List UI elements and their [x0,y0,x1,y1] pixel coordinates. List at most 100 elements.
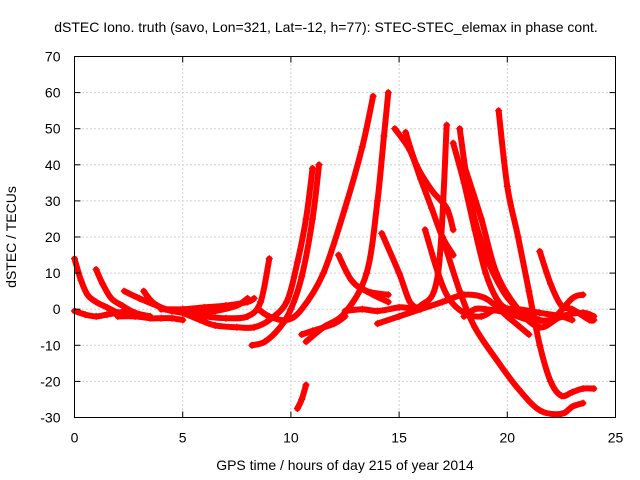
x-tick-label: 0 [71,430,79,446]
data-point-marker [287,305,295,313]
data-point-marker [103,311,111,319]
data-point-marker [77,276,85,284]
data-point-marker [557,410,565,418]
data-point-marker [568,403,576,411]
data-point-marker [525,330,533,338]
data-point-marker [590,385,598,393]
data-point-marker [460,312,468,320]
data-point-marker [103,303,111,311]
y-tick-label: 40 [45,157,61,173]
data-point-marker [568,316,576,324]
data-point-marker [443,121,451,129]
y-tick-label: 30 [45,193,61,209]
data-point-marker [244,312,252,320]
data-point-marker [406,298,414,306]
data-point-marker [135,294,143,302]
data-point-marker [244,298,252,306]
x-tick-label: 25 [608,430,624,446]
series-24-track [495,107,597,400]
x-tick-label: 15 [391,430,407,446]
data-point-marker [358,143,366,151]
data-point-marker [131,312,139,320]
x-tick-label: 5 [179,430,187,446]
data-point-marker [482,294,490,302]
y-tick-label: 20 [45,229,61,245]
chart-title: dSTEC Iono. truth (savo, Lon=321, Lat=-1… [54,19,598,35]
data-point-marker [568,309,576,317]
data-point-marker [302,338,310,346]
data-point-marker [514,233,522,241]
data-point-marker [579,291,587,299]
data-point-marker [525,287,533,295]
data-point-marker [302,381,310,389]
data-point-marker [391,125,399,133]
data-point-marker [373,197,381,205]
y-axis-label: dSTEC / TECUs [3,186,19,288]
data-point-marker [378,229,386,237]
data-point-marker [402,128,410,136]
data-point-marker [265,255,273,263]
data-point-marker [363,269,371,277]
data-point-marker [536,406,544,414]
data-point-marker [157,305,165,313]
data-point-marker [233,323,241,331]
data-point-marker [356,284,364,292]
data-point-marker [200,303,208,311]
data-point-marker [421,226,429,234]
data-point-marker [395,303,403,311]
series-layer [71,89,598,418]
data-point-marker [443,204,451,212]
data-point-marker [309,164,317,172]
data-point-marker [118,302,126,310]
data-point-marker [179,316,187,324]
data-point-marker [341,204,349,212]
y-tick-label: 60 [45,85,61,101]
data-point-marker [449,139,457,147]
series-13-track [303,89,392,345]
data-point-marker [302,215,310,223]
data-point-marker [222,302,230,310]
data-point-marker [254,305,262,313]
data-point-marker [395,269,403,277]
data-point-marker [92,298,100,306]
data-point-marker [248,341,256,349]
data-point-marker [157,314,165,322]
data-point-marker [335,251,343,259]
data-point-marker [179,309,187,317]
data-point-marker [146,314,154,322]
data-point-marker [99,280,107,288]
data-point-marker [492,269,500,277]
data-point-marker [503,309,511,317]
y-tick-label: -30 [40,410,60,426]
data-point-marker [384,89,392,97]
data-point-marker [347,276,355,284]
data-point-marker [380,132,388,140]
data-point-marker [83,291,91,299]
y-tick-label: -20 [40,373,60,389]
tick-marks [74,56,616,418]
data-point-marker [276,323,284,331]
data-point-marker [525,316,533,324]
data-point-marker [265,312,273,320]
data-point-marker [449,226,457,234]
y-tick-label: -10 [40,337,60,353]
data-point-marker [319,269,327,277]
data-point-marker [557,392,565,400]
data-point-marker [460,161,468,169]
data-point-marker [579,399,587,407]
data-point-marker [438,298,446,306]
data-point-marker [309,215,317,223]
data-point-marker [428,204,436,212]
data-point-marker [547,377,555,385]
data-point-marker [456,125,464,133]
data-point-marker [298,273,306,281]
data-point-marker [568,294,576,302]
data-point-marker [428,186,436,194]
data-point-marker [369,291,377,299]
data-point-marker [503,182,511,190]
data-point-marker [283,316,291,324]
data-point-marker [168,314,176,322]
data-point-marker [298,305,306,313]
x-tick-label: 10 [283,430,299,446]
data-point-marker [341,307,349,315]
